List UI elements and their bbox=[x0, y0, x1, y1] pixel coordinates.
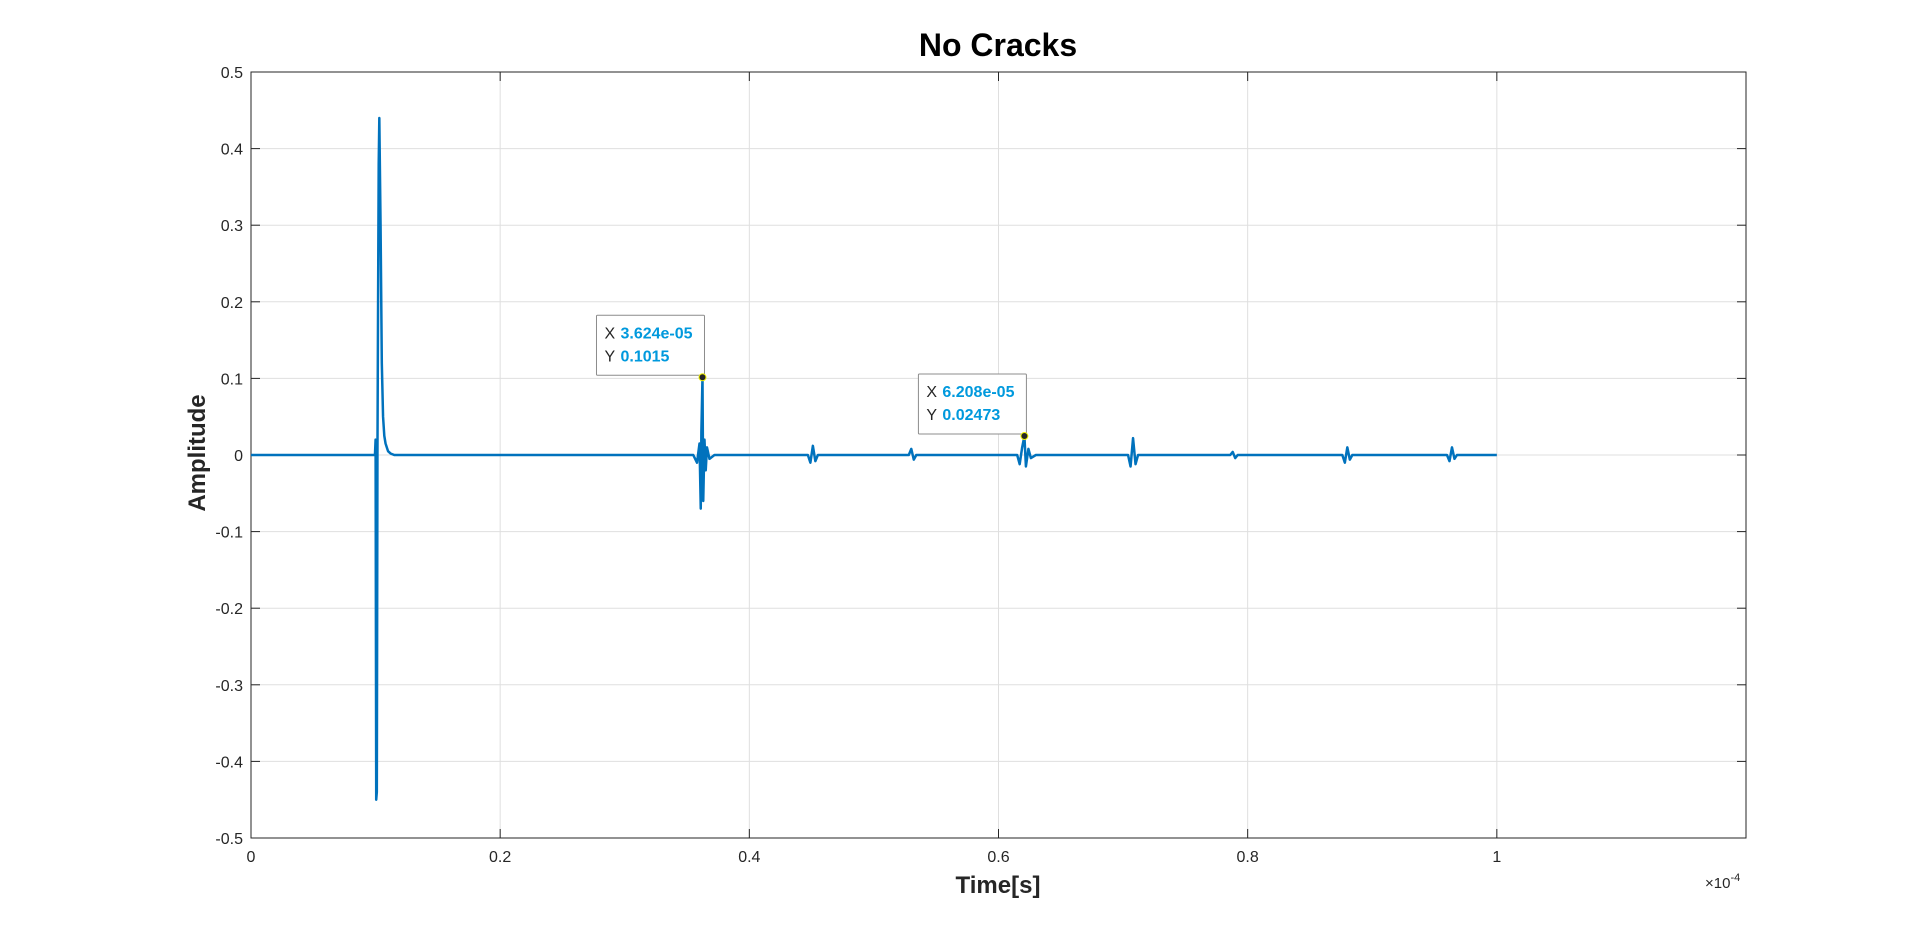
x-tick-label: 0.4 bbox=[738, 849, 760, 866]
series-layer bbox=[251, 116, 1497, 801]
x-tick-label: 0.6 bbox=[987, 849, 1009, 866]
y-tick-label: 0.1 bbox=[221, 371, 243, 388]
datatip-layer: X 3.624e-05 Y 0.1015 X 6.208e-05 Y 0.02473 bbox=[595, 314, 1029, 441]
datatip-marker bbox=[698, 373, 707, 382]
datatip-y-key: Y bbox=[604, 348, 615, 365]
datatip-x-value: 3.624e-05 bbox=[620, 325, 692, 342]
datatip-box bbox=[917, 373, 1027, 435]
x-tick-label: 0 bbox=[247, 849, 256, 866]
datatip-x-key: X bbox=[926, 384, 937, 401]
x-tick-label: 1 bbox=[1492, 849, 1501, 866]
y-tick-label: -0.5 bbox=[215, 831, 243, 848]
x-axis-exponent: ×10-4 bbox=[1705, 872, 1740, 892]
x-tick-label: 0.2 bbox=[489, 849, 511, 866]
y-tick-label: 0.2 bbox=[221, 295, 243, 312]
y-axis-label: Amplitude bbox=[184, 394, 211, 511]
datatip-marker bbox=[1020, 432, 1029, 441]
datatip-x-value: 6.208e-05 bbox=[942, 384, 1014, 401]
y-tick-label: 0.4 bbox=[221, 142, 243, 159]
y-tick-label: 0.5 bbox=[221, 65, 243, 82]
y-tick-label: 0.3 bbox=[221, 218, 243, 235]
datatip-box bbox=[595, 314, 705, 376]
y-tick-label: -0.4 bbox=[215, 754, 243, 771]
datatip[interactable]: X 6.208e-05 Y 0.02473 bbox=[917, 373, 1029, 441]
series-line bbox=[251, 116, 1497, 801]
datatip-y-value: 0.02473 bbox=[942, 407, 1000, 424]
x-axis-label: Time[s] bbox=[956, 872, 1041, 899]
datatip-x-key: X bbox=[604, 325, 615, 342]
y-tick-label: -0.2 bbox=[215, 601, 243, 618]
datatip-y-value: 0.1015 bbox=[620, 348, 669, 365]
x-axis-exponent-power: -4 bbox=[1730, 872, 1740, 884]
datatip-y-key: Y bbox=[926, 407, 937, 424]
x-axis-exponent-base: ×10 bbox=[1705, 875, 1730, 892]
datatip[interactable]: X 3.624e-05 Y 0.1015 bbox=[595, 314, 707, 382]
x-tick-label: 0.8 bbox=[1237, 849, 1259, 866]
y-tick-label: 0 bbox=[234, 448, 243, 465]
y-tick-label: -0.1 bbox=[215, 525, 243, 542]
chart-title: No Cracks bbox=[919, 27, 1077, 63]
y-tick-label: -0.3 bbox=[215, 678, 243, 695]
